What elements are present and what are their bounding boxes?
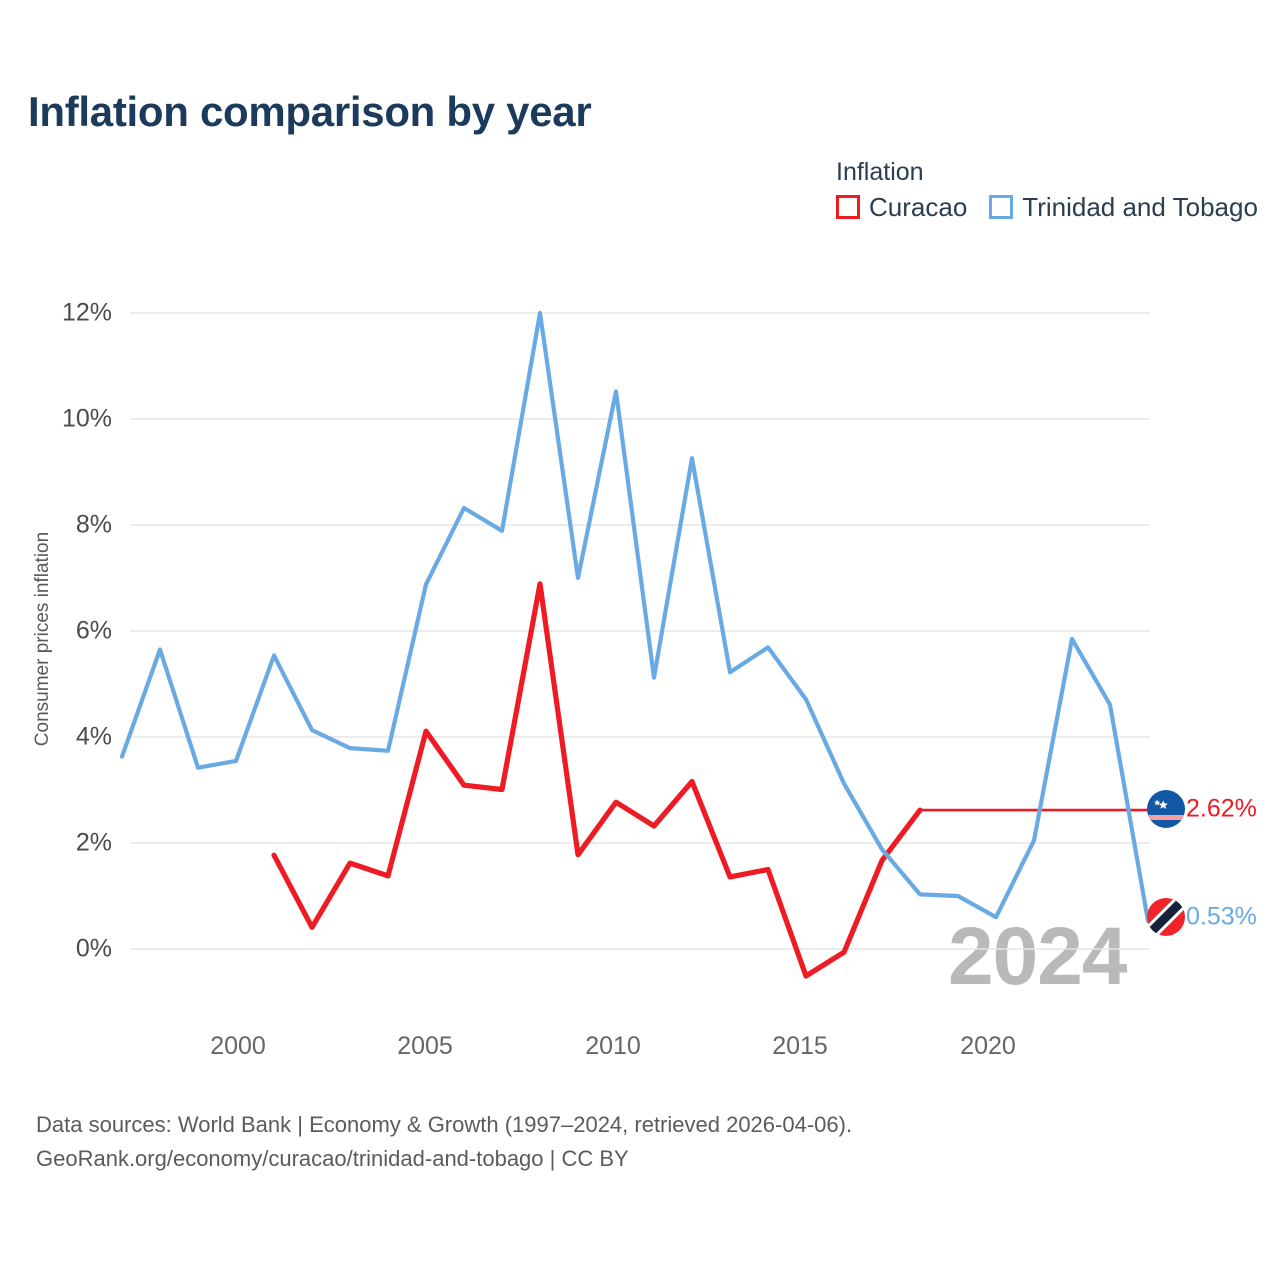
legend-item-trinidad-and-tobago[interactable]: Trinidad and Tobago (989, 194, 1258, 220)
chart-series-layer (119, 310, 1151, 979)
y-tick-label: 4% (75, 722, 112, 751)
legend-item-curacao[interactable]: Curacao (836, 194, 967, 220)
end-label-trinidad-and-tobago: 0.53% (1186, 902, 1257, 931)
legend-swatch-curacao-icon (836, 195, 860, 219)
y-axis-ticks: 12% 10% 8% 6% 4% 2% 0% (0, 0, 112, 1280)
footer-line-2: GeoRank.org/economy/curacao/trinidad-and… (36, 1146, 629, 1172)
footer-line-1: Data sources: World Bank | Economy & Gro… (36, 1112, 853, 1137)
curacao-flag-icon (1147, 790, 1185, 828)
page-title: Inflation comparison by year (28, 88, 592, 135)
y-tick-label: 0% (75, 934, 112, 963)
chart-legend: Inflation Curacao Trinidad and Tobago (836, 158, 1258, 220)
x-tick-label: 2000 (210, 1032, 266, 1060)
x-tick-label: 2010 (585, 1032, 641, 1060)
x-tick-label: 2005 (397, 1032, 453, 1060)
y-tick-label: 6% (75, 616, 112, 645)
legend-title: Inflation (836, 158, 924, 186)
legend-item-label: Curacao (869, 192, 968, 222)
y-tick-label: 12% (61, 298, 112, 327)
legend-item-label: Trinidad and Tobago (1022, 192, 1258, 222)
year-watermark: 2024 (948, 911, 1127, 1002)
legend-items: Curacao Trinidad and Tobago (836, 194, 1258, 220)
trinidad-and-tobago-flag-icon (1147, 898, 1185, 936)
x-tick-label: 2015 (772, 1032, 828, 1060)
y-tick-label: 2% (75, 828, 112, 857)
y-tick-label: 10% (61, 404, 112, 433)
end-label-curacao: 2.62% (1186, 794, 1257, 823)
x-tick-label: 2020 (960, 1032, 1016, 1060)
y-tick-label: 8% (75, 510, 112, 539)
chart-gridlines (130, 312, 1150, 950)
footer-attribution: Data sources: World Bank | Economy & Gro… (36, 1108, 852, 1176)
legend-swatch-trinidad-and-tobago-icon (989, 195, 1014, 219)
